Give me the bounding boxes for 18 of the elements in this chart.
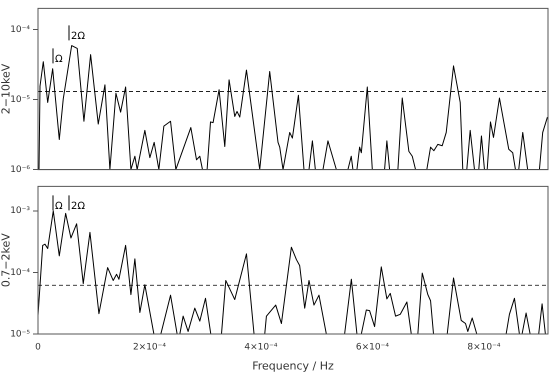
y-tick-label: 10⁻⁶ — [10, 164, 30, 175]
x-tick-label: 4×10⁻⁴ — [244, 342, 278, 353]
annotation: Ω — [55, 54, 63, 65]
annotation: 2Ω — [71, 30, 86, 42]
x-tick-label: 8×10⁻⁴ — [467, 342, 501, 353]
x-tick-label: 2×10⁻⁴ — [132, 342, 166, 353]
x-axis-title: Frequency / Hz — [252, 359, 334, 372]
x-tick-label: 6×10⁻⁴ — [356, 342, 390, 353]
x-tick-label: 0 — [35, 342, 42, 353]
y-tick-label: 10⁻³ — [10, 206, 30, 216]
y-tick-label: 10⁻⁴ — [10, 268, 30, 278]
y-tick-label: 10⁻⁴ — [10, 24, 30, 35]
annotation: 2Ω — [71, 200, 86, 212]
y-tick-label: 10⁻⁵ — [10, 94, 30, 105]
y-axis-title: 0.7−2keV — [0, 232, 12, 288]
y-axis-title: 2−10keV — [0, 63, 12, 114]
annotation: Ω — [55, 200, 63, 212]
y-tick-label: 10⁻⁵ — [10, 329, 30, 340]
